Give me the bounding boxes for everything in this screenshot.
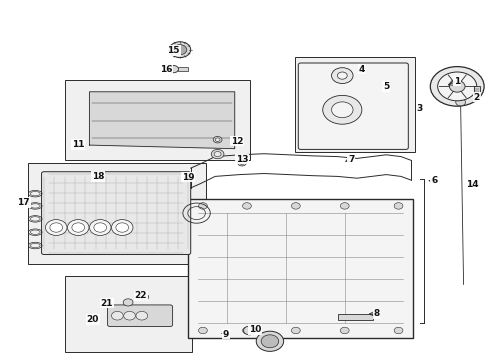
Circle shape: [140, 294, 148, 300]
Circle shape: [173, 45, 186, 55]
Text: 15: 15: [167, 46, 180, 55]
FancyBboxPatch shape: [107, 305, 172, 327]
Circle shape: [67, 220, 89, 235]
Text: 12: 12: [230, 136, 243, 145]
Text: 13: 13: [235, 154, 248, 163]
Circle shape: [448, 81, 464, 92]
Circle shape: [331, 68, 352, 84]
Circle shape: [72, 223, 84, 232]
Circle shape: [256, 331, 283, 351]
Text: 5: 5: [383, 82, 388, 91]
Circle shape: [393, 203, 402, 209]
Bar: [65, 80, 250, 160]
Circle shape: [45, 220, 67, 235]
Circle shape: [291, 203, 300, 209]
Text: 16: 16: [160, 65, 172, 74]
Text: 21: 21: [100, 299, 113, 307]
Circle shape: [123, 299, 133, 306]
Circle shape: [94, 223, 106, 232]
Bar: [65, 276, 192, 352]
FancyBboxPatch shape: [41, 172, 190, 255]
Text: 9: 9: [222, 330, 229, 338]
Text: 18: 18: [91, 172, 104, 181]
Circle shape: [239, 161, 244, 165]
Circle shape: [242, 203, 251, 209]
Text: 10: 10: [248, 325, 261, 334]
Circle shape: [340, 203, 348, 209]
Bar: [28, 163, 206, 264]
FancyBboxPatch shape: [188, 199, 412, 338]
Text: 17: 17: [17, 198, 30, 207]
Bar: [338, 314, 372, 320]
Circle shape: [123, 311, 135, 320]
Circle shape: [169, 42, 190, 58]
Circle shape: [393, 327, 402, 334]
Circle shape: [211, 149, 224, 159]
Circle shape: [215, 138, 220, 141]
Circle shape: [111, 220, 133, 235]
Circle shape: [261, 335, 278, 348]
Text: 3: 3: [416, 104, 422, 112]
Circle shape: [214, 152, 221, 157]
Circle shape: [116, 223, 128, 232]
Text: 6: 6: [430, 176, 436, 185]
Text: 19: 19: [182, 173, 194, 181]
Circle shape: [322, 95, 361, 124]
Circle shape: [337, 72, 346, 79]
Circle shape: [213, 136, 222, 143]
Circle shape: [242, 327, 251, 334]
Polygon shape: [89, 92, 234, 149]
Circle shape: [340, 327, 348, 334]
Circle shape: [243, 326, 255, 335]
Text: 14: 14: [465, 180, 477, 189]
Text: 20: 20: [86, 315, 99, 324]
Circle shape: [237, 159, 246, 166]
Text: 8: 8: [373, 309, 379, 318]
FancyBboxPatch shape: [298, 63, 407, 149]
Circle shape: [50, 223, 62, 232]
Circle shape: [136, 311, 147, 320]
Text: 1: 1: [453, 77, 459, 85]
Text: 2: 2: [473, 93, 479, 102]
Circle shape: [429, 67, 483, 106]
Circle shape: [89, 220, 111, 235]
Bar: [178, 67, 187, 71]
Circle shape: [168, 66, 178, 73]
Circle shape: [331, 102, 352, 118]
Text: 11: 11: [72, 140, 84, 149]
Circle shape: [455, 99, 465, 106]
Circle shape: [111, 311, 123, 320]
Circle shape: [198, 203, 207, 209]
Text: 4: 4: [358, 65, 365, 74]
Bar: [473, 86, 479, 95]
Circle shape: [291, 327, 300, 334]
Text: 7: 7: [347, 154, 354, 163]
Circle shape: [437, 72, 476, 101]
Bar: [295, 57, 414, 152]
Circle shape: [198, 327, 207, 334]
Text: 22: 22: [134, 292, 147, 300]
